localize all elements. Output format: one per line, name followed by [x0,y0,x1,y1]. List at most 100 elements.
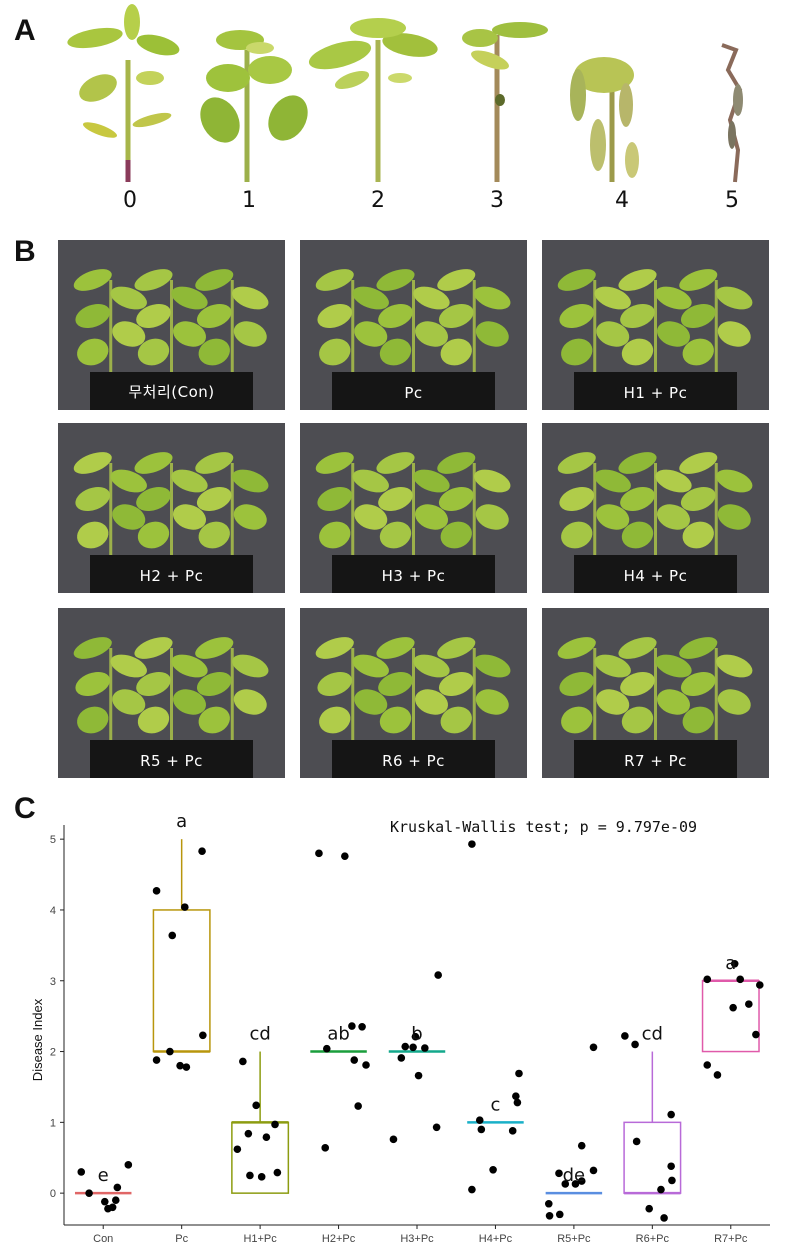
data-point [756,981,764,989]
data-point [315,849,323,858]
stage-label-2: 2 [371,188,385,213]
data-point [257,1173,266,1181]
box-body [152,909,211,1053]
data-point [401,1042,410,1051]
data-point [703,1061,712,1069]
x-tick-label: R5+Pc [557,1233,591,1245]
chart-boxes [74,839,760,1195]
y-tick-label: 4 [50,905,56,917]
data-point [589,1166,598,1175]
data-point [752,1030,760,1039]
box-Pc [152,839,211,1053]
plant-illustration-7 [315,637,511,778]
stage-label-1: 1 [242,188,256,213]
disease-stage-plants [67,4,743,183]
data-point [397,1054,406,1062]
photo-caption-5: H4 + Pc [623,567,688,585]
data-point [85,1189,93,1197]
photo-caption-1: Pc [404,384,423,402]
chart-labels: e a cd ab b c de cd a [98,811,737,1186]
data-point [152,1056,161,1064]
data-point [362,1061,370,1069]
plant-illustration-8 [557,637,753,778]
photo-caption-6: R5 + Pc [140,752,203,770]
data-point [713,1071,722,1079]
data-point [657,1185,665,1194]
box-R6+Pc [623,1051,682,1195]
plant-illustration-2 [557,269,753,410]
stage-label-5: 5 [725,188,739,213]
x-tick-label: R7+Pc [714,1233,748,1245]
data-point [262,1133,271,1142]
data-point [198,847,206,855]
data-point [414,1071,423,1080]
x-tick-label: R6+Pc [636,1233,670,1245]
data-point [577,1141,586,1150]
box-body [701,980,760,1053]
plant-illustration-3 [73,452,269,593]
data-point [409,1043,417,1052]
box-R7+Pc [701,979,760,1053]
data-point [322,1044,331,1053]
data-point [421,1044,429,1052]
y-tick-label: 1 [50,1117,56,1129]
photo-caption-2: H1 + Pc [623,384,688,402]
data-point [411,1032,420,1041]
disease-index-boxplot: 0 1 2 3 4 5 Con Pc H1+Pc H2+Pc H3+Pc H4+Pc R5+Pc R6+P… [30,811,770,1245]
photo-2: H1 + Pc [542,240,769,410]
stage-label-3: 3 [490,188,504,213]
stage-label-4: 4 [615,188,629,213]
panel-a: A [0,0,800,225]
photo-caption-0: 무처리(Con) [128,383,215,401]
x-tick-label: Con [93,1233,113,1245]
data-point [273,1168,282,1177]
data-point [545,1211,554,1220]
significance-letter: cd [642,1024,663,1045]
data-point [730,959,739,968]
data-point [432,1123,441,1132]
data-point [489,1165,497,1174]
data-point [389,1135,398,1144]
data-point [182,1063,191,1071]
data-point [111,1196,120,1205]
data-point [434,971,442,979]
photo-caption-3: H2 + Pc [139,567,204,585]
photo-0: 무처리(Con) [58,240,285,410]
data-point [350,1056,359,1064]
plant-stage-1 [200,30,308,182]
data-point [508,1127,517,1135]
plant-stage-0 [67,4,180,182]
data-point [348,1022,356,1030]
panel-c-letter: C [14,792,36,825]
photo-caption-7: R6 + Pc [382,752,445,770]
data-point [354,1102,362,1110]
data-point [729,1003,737,1012]
data-point [168,931,177,940]
data-point [239,1057,247,1066]
data-point [667,1162,675,1171]
x-tick-label: Pc [175,1233,188,1245]
photo-caption-8: R7 + Pc [624,752,687,770]
x-tick-label: H4+Pc [479,1233,513,1245]
data-point [645,1204,653,1213]
data-point [703,975,712,984]
data-point [621,1032,629,1040]
data-point [468,840,476,848]
significance-letter: cd [249,1024,270,1045]
data-point [555,1169,563,1178]
significance-letter: a [725,953,736,974]
box-body [231,1121,290,1194]
data-point [660,1214,668,1222]
data-point [124,1161,133,1169]
photo-caption-4: H3 + Pc [381,567,446,585]
data-point [668,1176,676,1185]
data-point [477,1125,486,1134]
panel-b: B 무처리(Con) Pc H1 + Pc H2 + Pc H3 + Pc H4 + Pc… [0,225,800,790]
data-point [246,1171,254,1180]
data-point [468,1185,476,1194]
photo-7: R6 + Pc [300,608,527,778]
data-point [632,1137,641,1146]
plant-illustration-1 [315,269,511,410]
y-tick-label: 3 [50,976,56,988]
data-point [544,1199,553,1208]
